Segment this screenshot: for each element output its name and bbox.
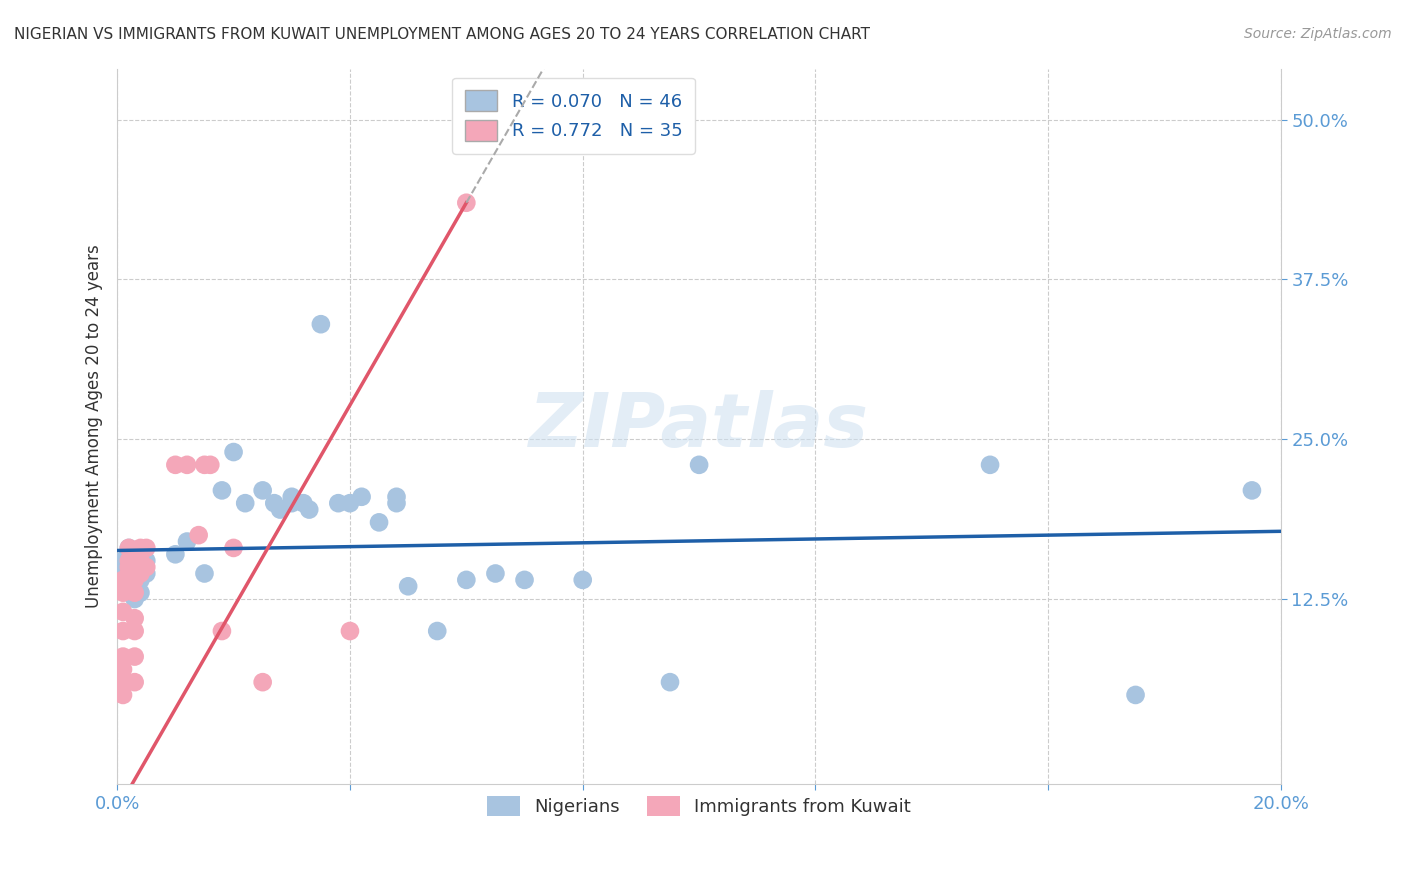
- Point: [571, 573, 593, 587]
- Y-axis label: Unemployment Among Ages 20 to 24 years: Unemployment Among Ages 20 to 24 years: [86, 244, 103, 608]
- Point: [328, 496, 350, 510]
- Point: [118, 541, 141, 555]
- Point: [1240, 483, 1263, 498]
- Point: [456, 573, 478, 587]
- Point: [111, 688, 134, 702]
- Point: [385, 490, 408, 504]
- Point: [111, 624, 134, 638]
- Point: [281, 490, 304, 504]
- Point: [385, 496, 408, 510]
- Point: [193, 566, 215, 581]
- Point: [193, 458, 215, 472]
- Point: [211, 624, 233, 638]
- Point: [111, 605, 134, 619]
- Point: [124, 675, 146, 690]
- Point: [111, 649, 134, 664]
- Text: Source: ZipAtlas.com: Source: ZipAtlas.com: [1244, 27, 1392, 41]
- Point: [118, 560, 141, 574]
- Point: [124, 547, 146, 561]
- Point: [252, 483, 274, 498]
- Point: [118, 573, 141, 587]
- Point: [111, 573, 134, 587]
- Point: [111, 675, 134, 690]
- Point: [211, 483, 233, 498]
- Point: [298, 502, 321, 516]
- Point: [165, 458, 187, 472]
- Point: [165, 547, 187, 561]
- Point: [129, 585, 152, 599]
- Point: [124, 560, 146, 574]
- Point: [135, 566, 157, 581]
- Point: [233, 496, 256, 510]
- Point: [456, 195, 478, 210]
- Point: [111, 566, 134, 581]
- Point: [263, 496, 285, 510]
- Point: [124, 624, 146, 638]
- Point: [135, 560, 157, 574]
- Point: [222, 445, 245, 459]
- Text: ZIPatlas: ZIPatlas: [529, 390, 869, 463]
- Point: [124, 566, 146, 581]
- Point: [124, 579, 146, 593]
- Point: [396, 579, 419, 593]
- Point: [124, 611, 146, 625]
- Point: [688, 458, 710, 472]
- Point: [979, 458, 1001, 472]
- Point: [129, 573, 152, 587]
- Point: [484, 566, 506, 581]
- Point: [339, 624, 361, 638]
- Point: [111, 585, 134, 599]
- Point: [200, 458, 222, 472]
- Point: [124, 649, 146, 664]
- Point: [135, 554, 157, 568]
- Point: [426, 624, 449, 638]
- Point: [292, 496, 315, 510]
- Point: [118, 585, 141, 599]
- Point: [368, 516, 391, 530]
- Point: [281, 496, 304, 510]
- Point: [124, 573, 146, 587]
- Point: [129, 566, 152, 581]
- Point: [124, 592, 146, 607]
- Point: [129, 554, 152, 568]
- Legend: Nigerians, Immigrants from Kuwait: Nigerians, Immigrants from Kuwait: [478, 787, 920, 825]
- Point: [111, 662, 134, 676]
- Point: [222, 541, 245, 555]
- Point: [111, 560, 134, 574]
- Point: [111, 554, 134, 568]
- Point: [118, 573, 141, 587]
- Point: [659, 675, 682, 690]
- Point: [176, 458, 198, 472]
- Point: [124, 585, 146, 599]
- Point: [252, 675, 274, 690]
- Point: [513, 573, 536, 587]
- Point: [118, 566, 141, 581]
- Point: [339, 496, 361, 510]
- Point: [309, 317, 332, 331]
- Text: NIGERIAN VS IMMIGRANTS FROM KUWAIT UNEMPLOYMENT AMONG AGES 20 TO 24 YEARS CORREL: NIGERIAN VS IMMIGRANTS FROM KUWAIT UNEMP…: [14, 27, 870, 42]
- Point: [118, 541, 141, 555]
- Point: [350, 490, 373, 504]
- Point: [135, 541, 157, 555]
- Point: [118, 547, 141, 561]
- Point: [187, 528, 209, 542]
- Point: [129, 541, 152, 555]
- Point: [269, 502, 291, 516]
- Point: [118, 554, 141, 568]
- Point: [1125, 688, 1147, 702]
- Point: [176, 534, 198, 549]
